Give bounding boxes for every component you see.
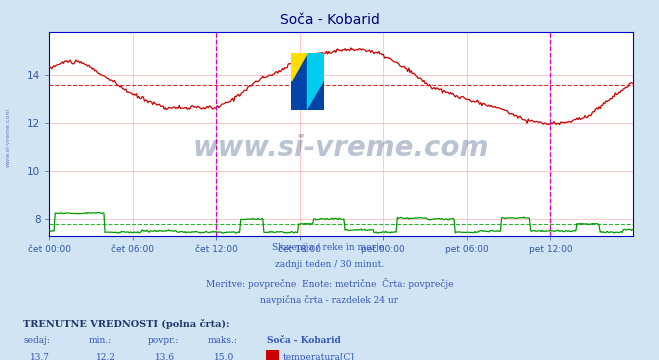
Text: sedaj:: sedaj: [23, 336, 50, 345]
Text: Soča - Kobarid: Soča - Kobarid [267, 336, 341, 345]
Text: min.:: min.: [89, 336, 112, 345]
Text: 13,7: 13,7 [30, 353, 49, 360]
Bar [291, 53, 308, 110]
Text: Soča - Kobarid: Soča - Kobarid [279, 13, 380, 27]
Text: www.si-vreme.com: www.si-vreme.com [193, 134, 489, 162]
Text: www.si-vreme.com: www.si-vreme.com [5, 107, 11, 167]
Text: 12,2: 12,2 [96, 353, 115, 360]
Text: 13,6: 13,6 [155, 353, 175, 360]
Text: povpr.:: povpr.: [148, 336, 180, 345]
Text: zadnji teden / 30 minut.: zadnji teden / 30 minut. [275, 260, 384, 269]
Text: Meritve: povprečne  Enote: metrične  Črta: povprečje: Meritve: povprečne Enote: metrične Črta:… [206, 278, 453, 289]
Text: navpična črta - razdelek 24 ur: navpična črta - razdelek 24 ur [260, 295, 399, 305]
Bar [308, 53, 324, 110]
Text: maks.:: maks.: [208, 336, 237, 345]
Polygon shape [308, 81, 324, 110]
Text: TRENUTNE VREDNOSTI (polna črta):: TRENUTNE VREDNOSTI (polna črta): [23, 319, 229, 329]
Polygon shape [291, 53, 308, 81]
Text: Slovenija / reke in morje.: Slovenija / reke in morje. [272, 243, 387, 252]
Text: temperatura[C]: temperatura[C] [283, 353, 355, 360]
Text: 15,0: 15,0 [214, 353, 234, 360]
